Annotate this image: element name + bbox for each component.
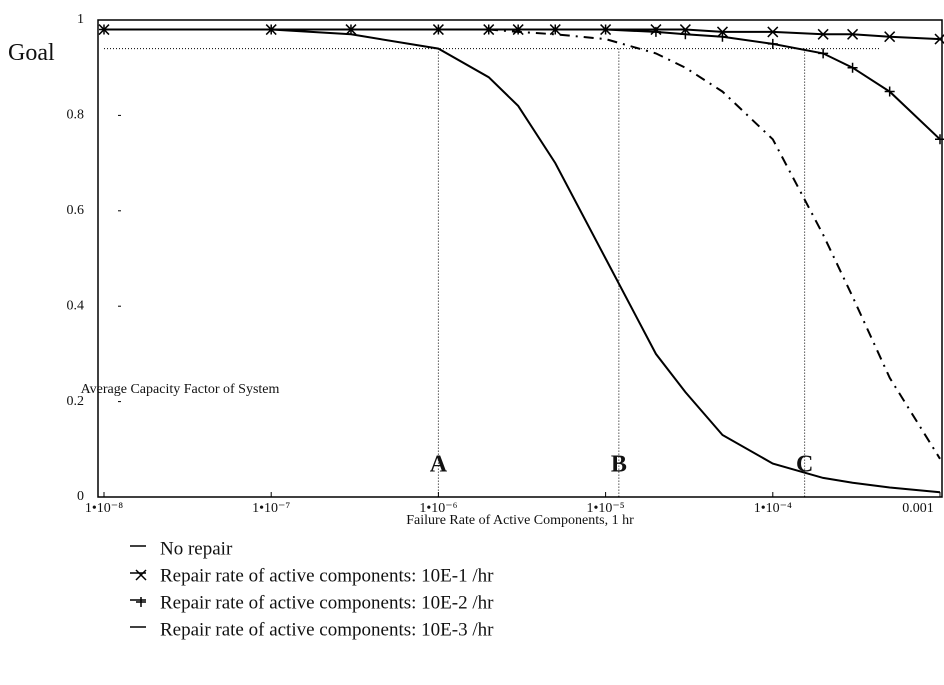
legend-label: No repair: [160, 538, 233, 559]
series-marker: [717, 31, 728, 42]
series-line: [104, 28, 941, 141]
x-tick-label: 1•10⁻⁴: [754, 501, 792, 516]
legend-label: Repair rate of active components: 10E-2 …: [160, 592, 494, 613]
y-tick-label: 0: [77, 489, 84, 504]
x-tick-label: 1•10⁻⁷: [252, 501, 290, 516]
legend-label: Repair rate of active components: 10E-3 …: [160, 619, 494, 640]
series-marker: [884, 31, 896, 43]
marker-label: B: [611, 452, 627, 478]
goal-label: Goal: [8, 40, 55, 66]
series-marker: [767, 26, 779, 38]
x-tick-label: 1•10⁻⁵: [587, 501, 625, 516]
series-marker: [935, 134, 944, 145]
x-tick-label: 0.001: [902, 501, 934, 516]
series-marker: [934, 33, 944, 45]
y-tick-label: 0.2: [67, 394, 85, 409]
series-marker: [550, 24, 561, 35]
y-tick-label: 1: [77, 12, 84, 27]
legend-label: Repair rate of active components: 10E-1 …: [160, 565, 494, 586]
legend-marker: [136, 597, 146, 607]
y-tick-label: 0.4: [67, 298, 85, 313]
x-tick-label: 1•10⁻⁶: [419, 501, 457, 516]
series-marker: [650, 26, 661, 37]
x-tick-label: 1•10⁻⁸: [85, 501, 123, 516]
series-marker: [847, 28, 859, 40]
series-marker: [600, 24, 611, 35]
series-marker: [818, 48, 829, 59]
series-marker: [767, 38, 778, 49]
y-tick-label: 0.6: [67, 203, 85, 218]
legend-marker: [135, 569, 147, 581]
plot-frame: [97, 19, 943, 498]
marker-label: A: [430, 452, 448, 478]
series-line: [104, 28, 941, 460]
series-marker: [817, 28, 829, 40]
series-marker: [847, 62, 858, 73]
y-tick-label: 0.8: [67, 108, 85, 123]
series-line: [104, 28, 941, 494]
series-marker: [884, 86, 895, 97]
legend: No repair Repair rate of active component…: [130, 538, 494, 640]
series-marker: [680, 29, 691, 40]
x-axis-label: Failure Rate of Active Components, 1 hr: [406, 513, 634, 528]
y-axis-label: Average Capacity Factor of System: [81, 382, 280, 397]
